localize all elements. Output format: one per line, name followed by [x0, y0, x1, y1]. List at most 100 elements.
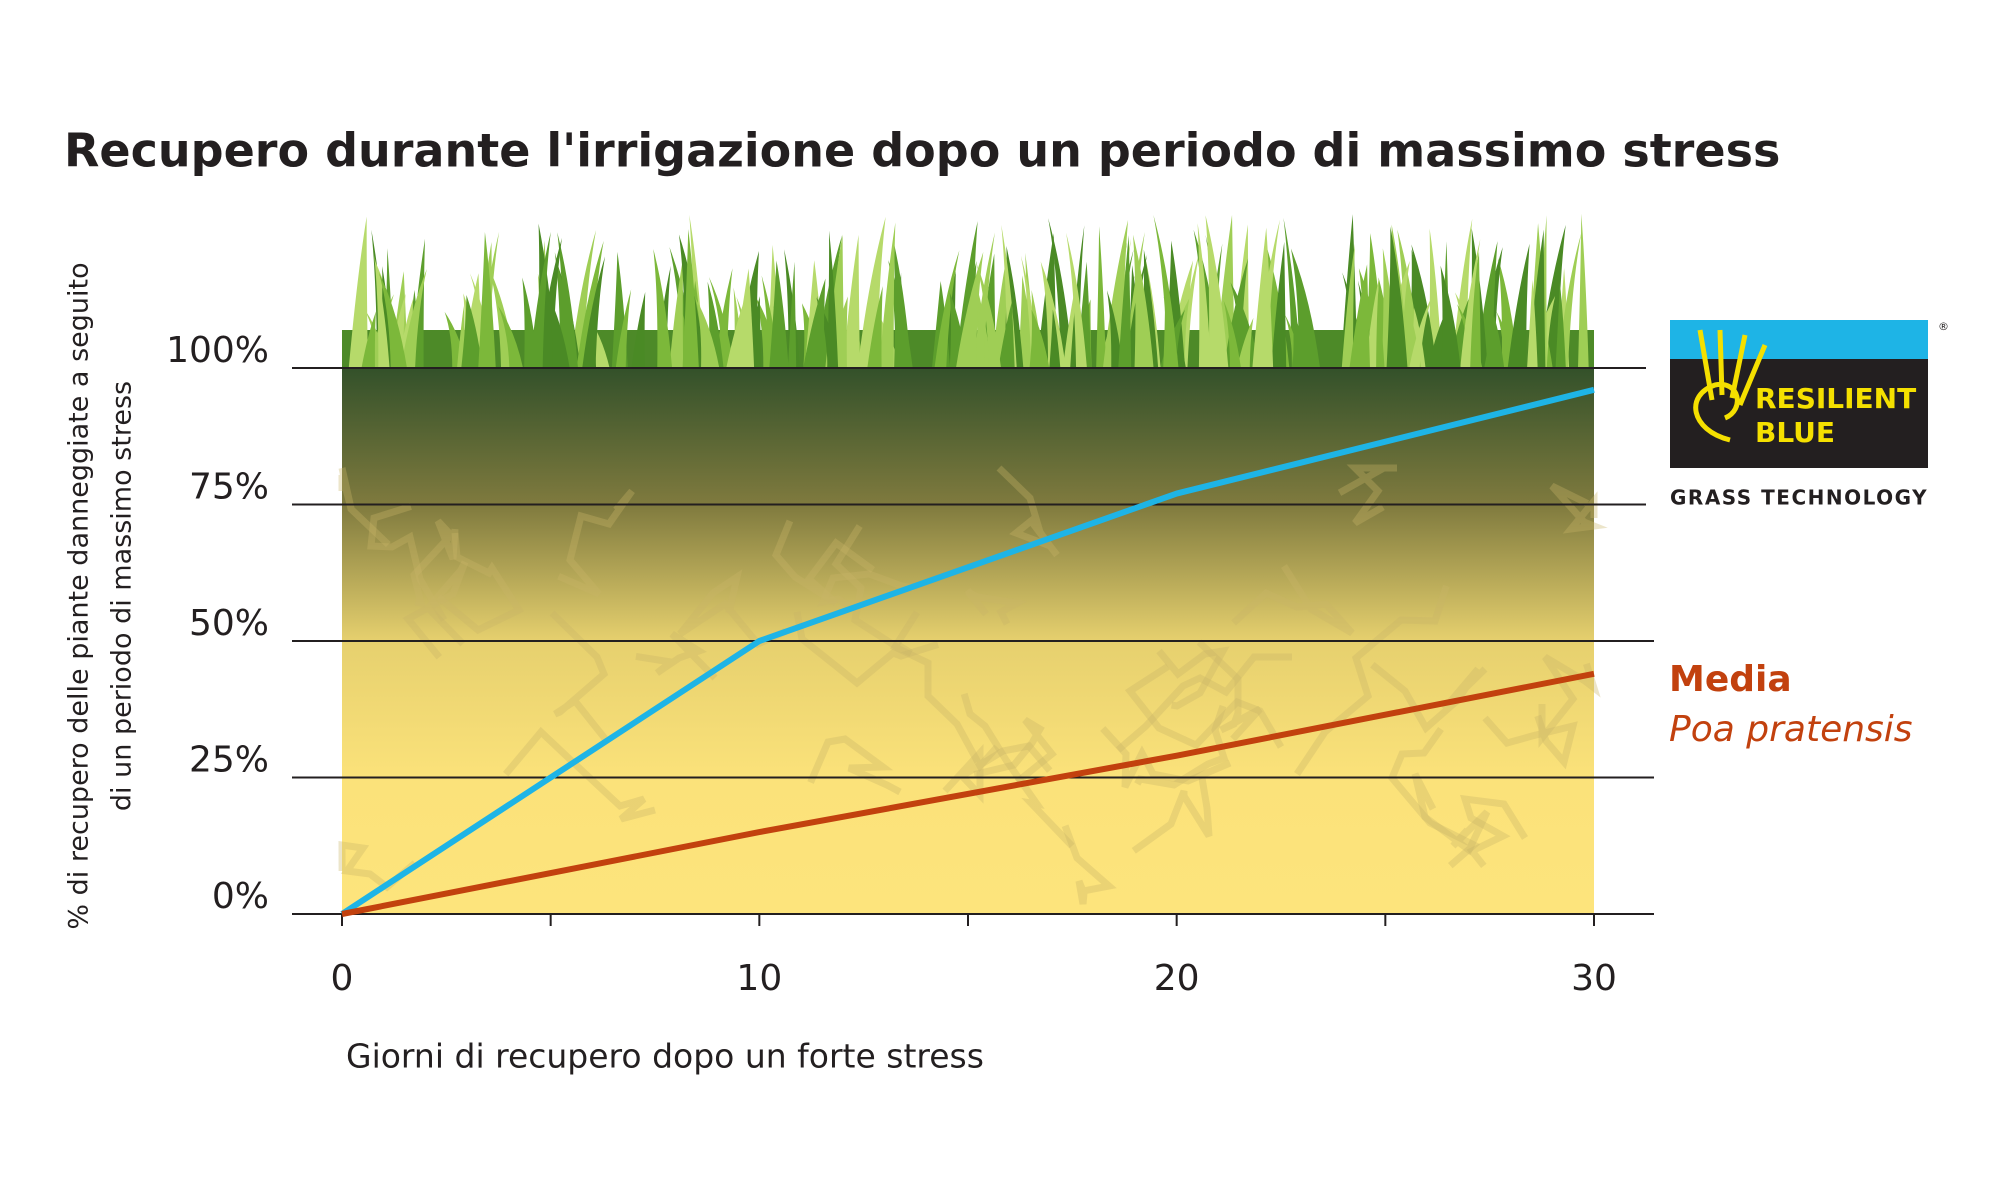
grass-blade	[857, 216, 886, 368]
soil-crack	[1131, 777, 1213, 854]
grass-blade	[576, 240, 604, 368]
soil-crack	[1538, 653, 1601, 749]
grass-blade	[1484, 315, 1505, 368]
grass-blade	[1341, 243, 1355, 368]
y-axis-label: % di recupero delle piante danneggiate a…	[64, 262, 95, 929]
grass-blade	[498, 305, 524, 368]
soil-crack	[1196, 639, 1263, 742]
grass-blade	[769, 260, 789, 368]
grass	[342, 213, 1594, 368]
logo-icon	[1693, 329, 1768, 443]
soil-crack	[807, 735, 902, 796]
x-tick-label: 10	[736, 958, 782, 999]
axes	[292, 367, 1654, 926]
grass-blade	[1197, 223, 1212, 368]
grass-blade	[1451, 218, 1473, 368]
grass-blade	[787, 261, 797, 368]
grass-blade	[1349, 264, 1371, 368]
grass-blade	[1106, 290, 1124, 368]
soil-crack	[338, 467, 391, 548]
grass-blade	[1577, 213, 1589, 368]
soil-crack	[557, 488, 635, 598]
soil-crack	[1482, 714, 1578, 770]
soil-crack	[410, 518, 459, 608]
series-line	[341, 670, 1595, 917]
grass-blade	[374, 255, 390, 368]
grass-blade	[1411, 244, 1437, 368]
grass-blade	[1409, 295, 1433, 368]
grass-blade	[682, 229, 699, 368]
soil-crack	[436, 532, 525, 635]
grass-blade	[1507, 243, 1530, 368]
soil-crack	[1134, 704, 1229, 789]
soil-crack	[1061, 824, 1117, 905]
soil-crack	[793, 611, 940, 688]
soil-crack	[817, 570, 915, 609]
x-tick-label: 30	[1571, 958, 1617, 999]
soil-crack	[1124, 663, 1285, 750]
grass-blade	[695, 298, 720, 368]
grass-blade	[827, 230, 839, 368]
y-tick-label: 75%	[189, 467, 269, 508]
soil-crack	[1156, 646, 1230, 710]
legend-label: RESILIENT	[1755, 382, 1916, 415]
soil-crack	[771, 519, 876, 606]
grass-blade	[976, 263, 1002, 368]
soil-crack	[831, 524, 913, 657]
legend-label: Media	[1669, 659, 1792, 700]
grass-blade	[653, 249, 673, 368]
logo-registered: ®	[1938, 320, 1949, 333]
grass-blade	[934, 250, 960, 368]
grass-blade	[998, 301, 1015, 368]
grass-blade	[582, 256, 606, 368]
legend-label: BLUE	[1755, 416, 1835, 449]
grass-blade	[842, 234, 860, 368]
soil-crack	[1337, 464, 1397, 527]
x-tick-label: 20	[1154, 958, 1200, 999]
grass-blade	[1236, 317, 1254, 368]
grass-blade	[669, 256, 684, 368]
grass-blade	[529, 231, 551, 368]
grass-blade	[361, 311, 376, 368]
chart-title: Recupero durante l'irrigazione dopo un p…	[64, 124, 1780, 178]
soil-crack	[635, 631, 718, 681]
soil-crack	[1294, 584, 1450, 776]
soil-crack	[996, 465, 1060, 558]
soil-crack	[1100, 726, 1232, 789]
series-line	[340, 386, 1595, 917]
grass-blade	[1223, 300, 1241, 368]
grass-blade	[893, 239, 912, 368]
y-tick-label: 0%	[212, 876, 269, 917]
logo-band	[1670, 320, 1928, 359]
y-tick-label: 25%	[189, 740, 269, 781]
soil-crack	[549, 610, 609, 741]
y-tick-label: 50%	[189, 603, 269, 644]
grass-blade	[1205, 215, 1229, 368]
grass-blade	[1133, 234, 1154, 368]
logo: ® GRASS TECHNOLOGY	[1670, 320, 1949, 510]
soil-crack	[960, 692, 1075, 849]
grass-blade	[1555, 282, 1566, 368]
grass-blade	[1527, 279, 1538, 368]
soil-crack	[942, 742, 1053, 804]
grass-blade	[1290, 248, 1321, 368]
grass-blade	[1440, 265, 1461, 368]
grass-blade	[1118, 235, 1132, 368]
grass-blade	[726, 299, 747, 368]
grass-blade	[1252, 227, 1274, 368]
soil-crack	[1549, 482, 1608, 534]
soil-crack	[367, 503, 448, 622]
grass-blade	[554, 252, 575, 368]
grass-blade	[1271, 241, 1287, 368]
soil-crack	[1411, 772, 1491, 856]
grass-blade	[1066, 232, 1087, 368]
grass-blade	[1029, 309, 1050, 368]
grass-blade	[1386, 226, 1408, 368]
grass-blade	[378, 272, 407, 368]
grass-blade	[1096, 226, 1107, 368]
soil-crack	[1460, 794, 1528, 869]
grass-blade	[867, 286, 883, 368]
grass-blade	[461, 295, 483, 368]
